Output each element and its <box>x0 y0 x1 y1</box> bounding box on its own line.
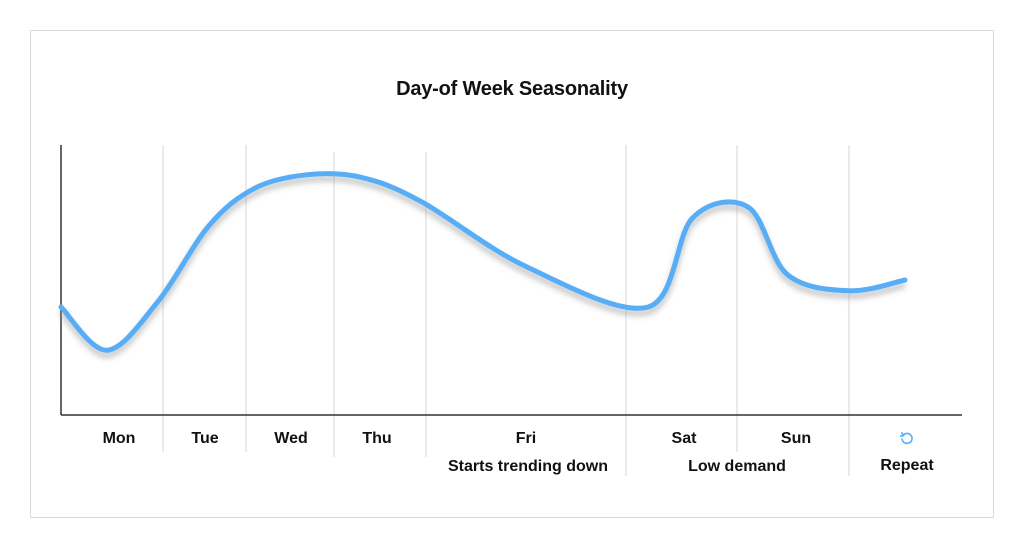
x-tick-label-thu: Thu <box>362 430 392 447</box>
repeat-icon <box>899 432 913 445</box>
x-tick-label-mon: Mon <box>102 430 136 447</box>
x-tick-label-wed: Wed <box>274 430 308 447</box>
repeat-icon-arc <box>901 432 913 445</box>
x-tick-label-fri: Fri <box>515 430 537 447</box>
chart-title: Day-of Week Seasonality <box>396 78 628 100</box>
annotation-fri: Starts trending down <box>448 458 608 475</box>
annotation-repeat: Repeat <box>880 457 934 474</box>
grid-lines <box>162 145 850 476</box>
series-line <box>58 171 908 353</box>
x-tick-label-sat: Sat <box>671 430 697 447</box>
annotation-weekend: Low demand <box>688 458 786 475</box>
chart-card <box>30 30 994 518</box>
repeat-icon-arrowhead <box>899 432 905 437</box>
x-tick-label-tue: Tue <box>191 430 219 447</box>
x-tick-label-sun: Sun <box>780 430 812 447</box>
